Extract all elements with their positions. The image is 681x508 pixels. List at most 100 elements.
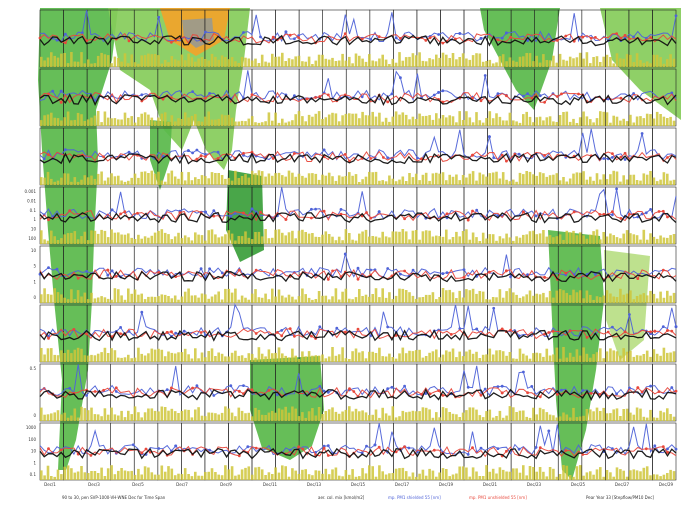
x-tick-label: Dec/21 — [483, 482, 498, 487]
series-point-blue — [233, 212, 237, 215]
olive-bar — [137, 63, 140, 67]
olive-bar — [321, 295, 324, 303]
olive-bar — [147, 173, 150, 185]
olive-bar — [106, 414, 110, 421]
olive-bar — [214, 413, 217, 421]
series-point-blue — [496, 385, 500, 388]
olive-bar — [635, 53, 639, 67]
olive-bar — [414, 350, 418, 362]
olive-bar — [257, 231, 261, 244]
olive-bar — [589, 409, 592, 421]
olive-bar — [364, 229, 368, 244]
olive-bar — [639, 408, 642, 421]
olive-bar — [127, 180, 130, 185]
olive-bar — [217, 352, 220, 362]
series-point-red — [204, 96, 207, 100]
olive-bar — [123, 470, 127, 480]
olive-bar — [277, 472, 281, 480]
olive-bar — [512, 407, 515, 421]
olive-bar — [458, 111, 461, 126]
olive-bar — [43, 115, 46, 126]
olive-bar — [371, 60, 374, 67]
series-point-red — [114, 386, 118, 390]
olive-bar — [60, 177, 63, 185]
olive-bar — [364, 412, 368, 421]
olive-bar — [267, 349, 271, 362]
olive-bar — [558, 53, 562, 67]
olive-bar — [187, 354, 190, 362]
olive-bar — [414, 173, 418, 185]
olive-bar — [475, 471, 478, 480]
olive-bar — [173, 475, 177, 480]
olive-bar — [210, 412, 214, 421]
olive-bar — [622, 175, 625, 185]
series-point-blue — [314, 207, 317, 211]
olive-bar — [599, 62, 602, 67]
olive-bar — [632, 414, 636, 421]
olive-bar — [401, 60, 405, 67]
olive-bar — [106, 177, 110, 185]
olive-bar — [612, 350, 615, 362]
series-point-red — [547, 331, 551, 334]
olive-bar — [344, 176, 348, 185]
olive-bar — [200, 121, 204, 126]
olive-bar — [552, 415, 555, 421]
olive-bar — [53, 117, 56, 126]
olive-bar — [234, 350, 237, 362]
olive-bar — [368, 236, 371, 244]
olive-bar — [475, 237, 478, 244]
series-point-red — [488, 270, 491, 274]
olive-bar — [388, 121, 391, 126]
olive-bar — [227, 408, 231, 421]
olive-bar — [287, 412, 291, 421]
olive-bar — [177, 352, 180, 362]
olive-bar — [204, 59, 207, 67]
olive-bar — [80, 52, 83, 67]
olive-bar — [381, 471, 384, 480]
olive-bar — [361, 296, 364, 303]
olive-bar — [234, 416, 237, 421]
olive-bar — [565, 465, 569, 480]
olive-bar — [495, 473, 498, 480]
olive-bar — [435, 349, 438, 362]
olive-bar — [404, 231, 408, 244]
series-point-red — [623, 34, 627, 37]
olive-bar — [287, 476, 291, 480]
olive-bar — [237, 474, 241, 480]
olive-bar — [532, 295, 535, 303]
olive-bar — [645, 466, 649, 480]
olive-bar — [110, 229, 113, 244]
olive-bar — [421, 357, 425, 362]
olive-bar — [361, 468, 364, 480]
olive-bar — [123, 234, 127, 244]
olive-bar — [160, 63, 164, 67]
olive-bar — [113, 56, 117, 67]
figure-footer: 90 to 30, pen SVP-1000-VH-WNE Dec for Ti… — [0, 489, 681, 508]
olive-bar — [465, 177, 468, 185]
olive-bar — [194, 114, 197, 126]
olive-bar — [210, 172, 214, 185]
olive-bar — [83, 408, 87, 421]
series-point-red — [619, 96, 623, 100]
olive-bar — [140, 238, 143, 244]
olive-bar — [113, 232, 117, 244]
olive-bar — [83, 231, 87, 244]
series-point-red — [68, 209, 72, 213]
olive-bar — [609, 174, 612, 185]
olive-bar — [173, 121, 177, 126]
olive-bar — [512, 240, 515, 244]
olive-bar — [572, 476, 575, 480]
olive-bar — [398, 231, 401, 244]
olive-bar — [488, 111, 492, 126]
olive-bar — [575, 466, 579, 480]
series-point-red — [462, 276, 466, 279]
olive-bar — [649, 290, 652, 303]
olive-bar — [113, 118, 117, 126]
olive-bar — [86, 299, 90, 303]
olive-bar — [106, 55, 110, 67]
olive-bar — [515, 236, 518, 244]
olive-bar — [421, 407, 425, 421]
olive-bar — [568, 352, 572, 362]
olive-bar — [334, 240, 338, 244]
olive-bar — [461, 231, 465, 244]
